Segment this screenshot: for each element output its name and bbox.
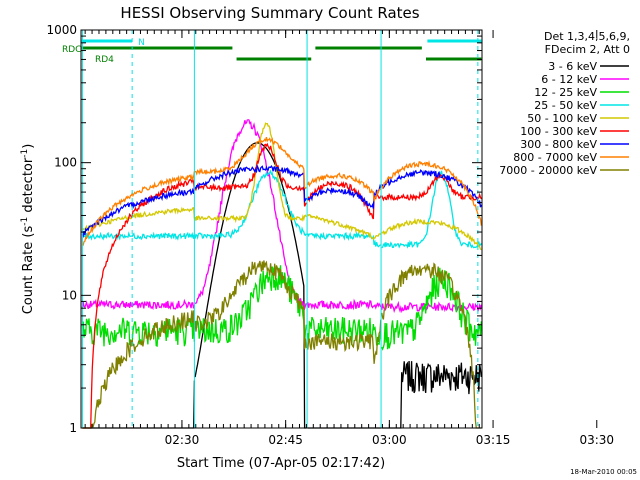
x-tick-label: 03:00: [372, 433, 407, 447]
legend-label-2: 6 - 12 keV: [541, 73, 597, 86]
series-lines: [81, 119, 482, 429]
series-line-6: [381, 171, 482, 202]
series-line-7: [307, 183, 382, 209]
legend-label-7: 300 - 800 keV: [520, 138, 597, 151]
footer-timestamp: 18-Mar-2010 00:05: [570, 468, 637, 476]
series-line-3: [81, 317, 196, 347]
series-line-6: [82, 177, 196, 429]
series-line-7: [194, 163, 307, 203]
series-line-7: [81, 187, 196, 239]
series-line-8: [307, 172, 382, 202]
y-tick-label: 10: [62, 288, 77, 302]
flag-label-rd4: RD4: [95, 55, 114, 65]
series-line-5: [307, 213, 382, 241]
y-axis-label: Count Rate (s-1 detector-1): [20, 144, 36, 315]
y-label-sup: -1: [20, 149, 30, 158]
series-line-2: [81, 298, 196, 311]
legend-label-5: 50 - 100 keV: [527, 112, 597, 125]
series-line-2: [194, 119, 307, 311]
series-line-5: [381, 217, 482, 251]
series-line-9: [194, 260, 307, 350]
y-label-sup: -1: [20, 217, 30, 226]
series-line-9: [307, 319, 382, 364]
x-tick-label: 03:15: [476, 433, 511, 447]
series-line-6: [307, 180, 382, 220]
legend-label-4: 25 - 50 keV: [534, 99, 597, 112]
series-line-6: [194, 142, 307, 207]
legend-label-6: 100 - 300 keV: [520, 125, 597, 138]
y-tick-label: 1000: [46, 23, 77, 37]
y-label-part: detector: [21, 157, 36, 217]
series-line-8: [194, 137, 307, 190]
series-line-8: [381, 160, 482, 226]
series-line-5: [81, 206, 196, 231]
series-line-4: [81, 231, 196, 241]
chart-title: HESSI Observing Summary Count Rates: [120, 4, 419, 22]
series-line-9: [381, 262, 482, 429]
flag-label-n: N: [138, 38, 145, 48]
legend-label-1: 3 - 6 keV: [548, 60, 597, 73]
series-line-3: [195, 265, 307, 345]
legend-label-8: 800 - 7000 keV: [513, 151, 597, 164]
series-line-2: [307, 298, 382, 311]
x-tick-label: 03:30: [579, 433, 614, 447]
y-tick-label: 100: [54, 156, 77, 170]
flag-label-rdc: RDC: [62, 45, 81, 55]
y-label-part: ): [21, 144, 36, 149]
series-line-4: [381, 170, 482, 249]
series-line-3: [381, 267, 482, 351]
series-line-5: [194, 122, 307, 224]
x-tick-label: 02:30: [165, 433, 200, 447]
plot-frame: [80, 29, 483, 429]
x-axis-label: Start Time (07-Apr-05 02:17:42): [177, 456, 385, 471]
y-tick-label: 1: [69, 421, 77, 435]
series-line-8: [81, 171, 196, 247]
legend-header-line-1: Det 1,3,4,5,6,9,: [544, 30, 630, 43]
flag-bars: N RDC RD4: [62, 30, 482, 428]
legend-header-line-2: FDecim 2, Att 0: [545, 43, 630, 56]
x-tick-label: 02:45: [268, 433, 303, 447]
legend-label-9: 7000 - 20000 keV: [499, 164, 597, 177]
legend-label-3: 12 - 25 keV: [534, 86, 597, 99]
series-line-9: [82, 310, 196, 429]
y-label-part: Count Rate (s: [21, 226, 36, 315]
series-line-1: [381, 360, 482, 429]
